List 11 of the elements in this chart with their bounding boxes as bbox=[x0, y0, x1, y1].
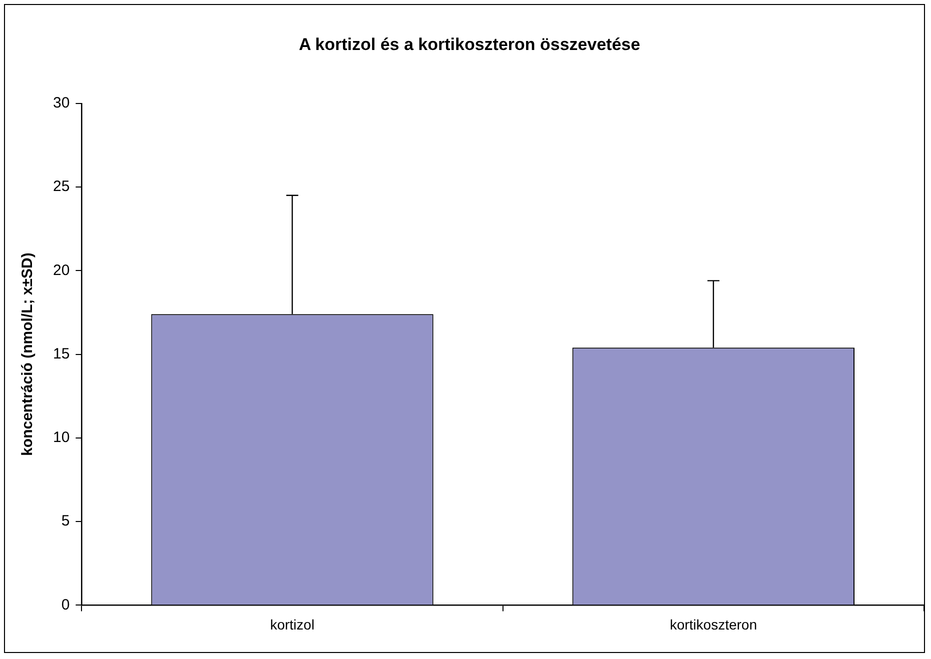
y-tick-label: 0 bbox=[61, 596, 70, 614]
chart-title: A kortizol és a kortikoszteron összevetése bbox=[298, 34, 640, 54]
y-tick-label: 30 bbox=[52, 94, 70, 112]
y-axis-title: koncentráció (nmol/L; x±SD) bbox=[19, 252, 36, 456]
y-tick-label: 20 bbox=[52, 262, 70, 279]
y-tick-label: 15 bbox=[52, 345, 70, 362]
x-tick-label: kortizol bbox=[270, 616, 314, 632]
y-tick-label: 5 bbox=[61, 512, 70, 530]
x-tick-label: kortikoszteron bbox=[670, 616, 757, 632]
y-tick-label: 10 bbox=[52, 429, 70, 446]
y-tick-label: 25 bbox=[52, 178, 70, 196]
